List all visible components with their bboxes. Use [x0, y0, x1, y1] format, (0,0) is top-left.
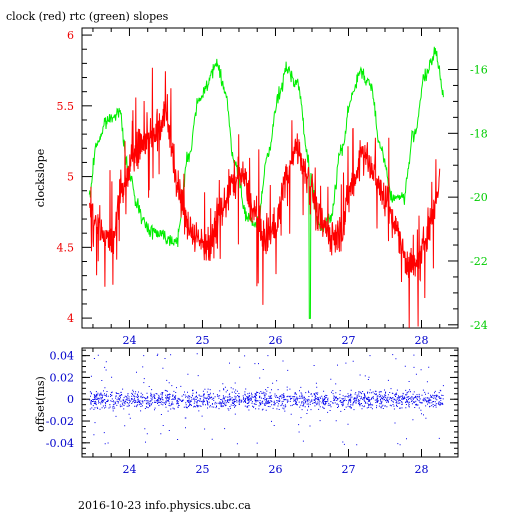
x-tick-label: 24 [122, 334, 136, 347]
rtc-line [88, 46, 444, 319]
top-left-tick-label: 5.5 [57, 100, 75, 113]
top-right-tick-label: -22 [470, 255, 488, 268]
bottom-y-tick-label: -0.04 [46, 437, 74, 450]
x-tick-label: 25 [195, 463, 209, 476]
top-right-tick-label: -20 [470, 191, 488, 204]
top-right-tick-label: -18 [470, 127, 488, 140]
bottom-plot-frame [81, 347, 459, 458]
x-tick-label: 25 [195, 334, 209, 347]
top-left-tick-label: 5 [67, 171, 74, 184]
offset-series [89, 353, 444, 446]
top-panel: 4 4.5 5 5.5 6 -24 -22 -20 -18 -16 24 25 26 27 28 clo… [34, 27, 488, 347]
rtc-series [88, 46, 444, 319]
x-tick-label: 26 [268, 463, 282, 476]
offset-points [89, 353, 444, 446]
top-left-tick-label: 6 [67, 29, 74, 42]
bottom-y-tick-label: 0.04 [50, 350, 75, 363]
top-left-tick-label: 4.5 [57, 241, 75, 254]
bottom-y-tick-label: -0.02 [46, 415, 74, 428]
top-right-tick-label: -24 [470, 319, 488, 332]
x-tick-label: 27 [341, 463, 355, 476]
x-tick-label: 26 [268, 334, 282, 347]
top-left-tick-label: 4 [67, 312, 74, 325]
x-tick-label: 27 [341, 334, 355, 347]
x-tick-label: 28 [414, 334, 428, 347]
top-y-axis-label: clockslope [34, 149, 47, 207]
x-tick-label: 24 [122, 463, 136, 476]
x-tick-label: 28 [414, 463, 428, 476]
bottom-panel: 0.04 0.02 0 -0.02 -0.04 24 25 26 27 28 offset(ms… [34, 347, 459, 476]
bottom-y-axis-label: offset(ms) [34, 376, 47, 432]
chart-title: clock (red) rtc (green) slopes [6, 10, 169, 23]
footer-text: 2016-10-23 info.physics.ubc.ca [78, 499, 251, 512]
top-right-tick-label: -16 [470, 63, 488, 76]
clock-series [89, 67, 441, 328]
bottom-y-tick-label: 0.02 [50, 371, 75, 384]
top-plot-frame [81, 27, 459, 329]
clock-line [89, 67, 441, 328]
bottom-y-tick-label: 0 [67, 393, 74, 406]
